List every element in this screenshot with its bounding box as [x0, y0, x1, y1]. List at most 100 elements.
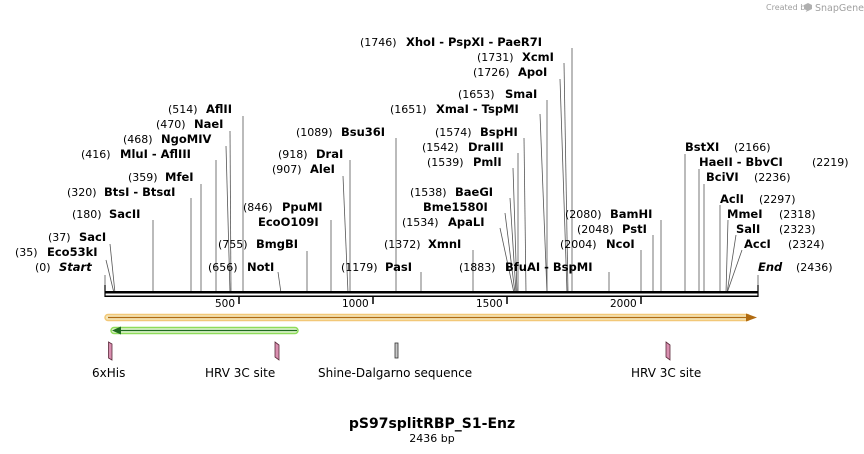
site-bamhi-label: BamHI	[610, 207, 652, 221]
credit-prefix: Created by	[766, 3, 810, 12]
green-arrow	[110, 326, 299, 335]
site-mfei-pos: (359)	[128, 171, 158, 184]
site-acli-pos: (2297)	[759, 193, 796, 206]
orf-arrow	[104, 313, 757, 322]
site-baegi-label: BaeGI	[455, 185, 493, 199]
site-mlui-label: MluI - AflIII	[120, 147, 191, 161]
site-pasi-pos: (1179)	[341, 261, 378, 274]
feature-marker-hrv3c-1	[274, 341, 280, 361]
site-apoi-pos: (1726)	[473, 66, 510, 79]
site-mlui-pos: (416)	[81, 148, 111, 161]
site-apali-label: ApaLI	[448, 215, 485, 229]
site-eco53ki-label: Eco53kI	[47, 245, 98, 259]
leader-sali	[726, 234, 737, 294]
site-aflii-pos: (514)	[168, 103, 198, 116]
axis-label-1500: 1500	[476, 298, 503, 310]
axis-label-2000: 2000	[610, 298, 637, 310]
site-sacii-label: SacII	[109, 207, 140, 221]
site-saci-label: SacI	[79, 230, 106, 244]
site-draiii-label: DraIII	[468, 140, 504, 154]
site-haeii-label: HaeII - BbvCI	[699, 155, 783, 169]
leader-apoi	[559, 78, 568, 294]
site-bmgbi-pos: (755)	[218, 238, 248, 251]
site-drai-pos: (918)	[278, 148, 308, 161]
leader-xcmi	[563, 62, 569, 294]
site-ngomiv-pos: (468)	[123, 133, 153, 146]
feature-marker-shine-dalgarno	[394, 342, 399, 359]
site-saci-pos: (37)	[48, 231, 71, 244]
site-smai-label: SmaI	[505, 87, 537, 101]
leader-pmli	[512, 167, 518, 294]
site-sali-pos: (2323)	[779, 223, 816, 236]
feature-label-shine-dalgarno: Shine-Dalgarno sequence	[318, 366, 472, 380]
site-naei-pos: (470)	[156, 118, 186, 131]
axis: 500 1000 1500 2000	[215, 297, 642, 310]
plasmid-size: 2436 bp	[409, 432, 454, 445]
site-alei-pos: (907)	[272, 163, 302, 176]
feature-label-hrv3c-2: HRV 3C site	[631, 366, 701, 380]
site-ppumi-label: PpuMI	[282, 200, 323, 214]
site-start-label: Start	[59, 260, 92, 274]
site-xcmi-pos: (1731)	[477, 51, 514, 64]
site-xhoi-pos: (1746)	[360, 36, 397, 49]
site-ncoi-pos: (2004)	[560, 238, 597, 251]
site-xhoi-label: XhoI - PspXI - PaeR7I	[406, 35, 542, 49]
leader-naei	[229, 130, 232, 294]
leader-noti	[277, 271, 282, 294]
site-sali-label: SalI	[736, 222, 760, 236]
site-btsi-label: BtsI - BtsαI	[104, 185, 175, 199]
site-xmni-label: XmnI	[428, 237, 461, 251]
leader-ngomiv	[225, 145, 231, 294]
site-end-pos: (2436)	[796, 261, 833, 274]
site-bsphi-label: BspHI	[480, 125, 518, 139]
feature-labels: 6xHis HRV 3C site Shine-Dalgarno sequenc…	[92, 366, 701, 380]
leader-alei	[342, 175, 349, 294]
site-mmei-label: MmeI	[727, 207, 763, 221]
site-psti-label: PstI	[622, 222, 647, 236]
site-acli-label: AclI	[720, 192, 744, 206]
leader-bme1580i	[504, 212, 516, 294]
site-apali-pos: (1534)	[402, 216, 439, 229]
axis-label-500: 500	[215, 298, 235, 310]
feature-label-hrv3c-1: HRV 3C site	[205, 366, 275, 380]
site-bstxi-pos: (2166)	[734, 141, 771, 154]
leader-eco53ki	[105, 259, 115, 294]
leader-baegi	[509, 197, 517, 294]
site-pasi-label: PasI	[385, 260, 412, 274]
site-ncoi-label: NcoI	[606, 237, 635, 251]
leader-bsphi	[523, 137, 527, 294]
site-xmai-pos: (1651)	[390, 103, 427, 116]
site-btsi-pos: (320)	[67, 186, 97, 199]
site-alei-label: AleI	[310, 162, 335, 176]
leader-lines	[104, 48, 759, 294]
leader-acci	[726, 249, 743, 294]
site-sacii-pos: (180)	[72, 208, 102, 221]
site-bsphi-pos: (1574)	[435, 126, 472, 139]
leader-apali	[499, 227, 515, 294]
site-xmni-pos: (1372)	[384, 238, 421, 251]
credit-brand: SnapGene	[815, 3, 864, 14]
site-bamhi-pos: (2080)	[565, 208, 602, 221]
snapgene-logo-icon	[804, 3, 812, 11]
site-bsu36i-label: Bsu36I	[341, 125, 385, 139]
site-ppumi-pos: (846)	[243, 201, 273, 214]
plasmid-title: pS97splitRBP_S1-Enz	[349, 416, 515, 432]
site-bcivi-label: BciVI	[706, 170, 739, 184]
feature-markers	[108, 341, 671, 361]
axis-label-1000: 1000	[342, 298, 369, 310]
site-mfei-label: MfeI	[165, 170, 194, 184]
site-smai-pos: (1653)	[458, 88, 495, 101]
site-bcivi-pos: (2236)	[754, 171, 791, 184]
site-bfuai-pos: (1883)	[459, 261, 496, 274]
feature-marker-6xhis	[108, 341, 113, 361]
site-labels: (0) Start (35) Eco53kI (37) SacI (180) S…	[15, 35, 849, 274]
site-eco53ki-pos: (35)	[15, 246, 38, 259]
site-acci-pos: (2324)	[788, 238, 825, 251]
site-start-pos: (0)	[35, 261, 51, 274]
feature-marker-hrv3c-2	[665, 341, 671, 361]
site-psti-pos: (2048)	[577, 223, 614, 236]
feature-label-6xhis: 6xHis	[92, 366, 125, 380]
site-bfuai-label: BfuAI - BspMI	[505, 260, 592, 274]
site-noti-label: NotI	[247, 260, 274, 274]
